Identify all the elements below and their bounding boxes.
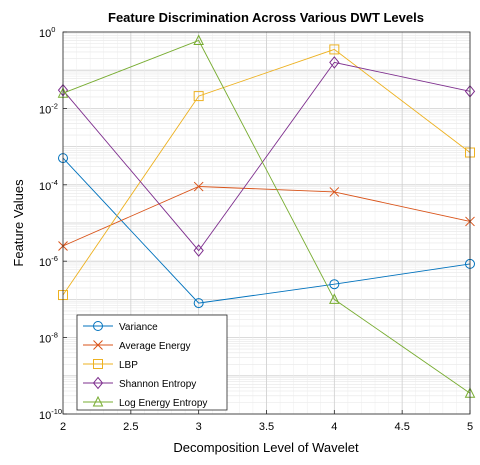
y-tick-exponent: -10 [51, 407, 62, 416]
data-point-circle [93, 321, 103, 331]
series-line [62, 61, 471, 252]
y-tick-base: 10 [39, 257, 51, 269]
data-point-diamond [92, 376, 104, 390]
y-tick-label: 10-8 [39, 331, 58, 346]
x-tick-label: 5 [467, 421, 473, 433]
data-point-triangle [193, 34, 204, 45]
legend: Variance Average Energy LBP Shannon Entropy… [76, 314, 228, 411]
data-point-triangle [329, 293, 340, 304]
y-tick-base: 10 [39, 104, 51, 116]
legend-label: Average Energy [119, 341, 191, 352]
data-point-diamond [329, 56, 340, 69]
y-tick-exponent: 0 [51, 25, 55, 34]
legend-label: Variance [119, 322, 158, 333]
data-point-x [93, 340, 103, 350]
data-point-x [329, 187, 340, 197]
data-point-triangle [92, 395, 104, 407]
series-line [62, 48, 471, 296]
chart-title: Feature Discrimination Across Various DW… [108, 10, 424, 25]
x-tick-label: 3 [196, 421, 202, 433]
data-point-circle [329, 279, 340, 290]
y-tick-label: 10-4 [39, 178, 58, 193]
series-line [62, 186, 471, 247]
data-point-square [329, 44, 340, 55]
x-tick-label: 4 [331, 421, 337, 433]
legend-label: Shannon Entropy [119, 379, 196, 390]
x-tick-label: 2 [60, 421, 66, 433]
y-axis-label: Feature Values [11, 179, 26, 267]
x-tick-label: 2.5 [123, 421, 138, 433]
y-tick-label: 100 [39, 25, 55, 40]
x-tick-label: 3.5 [259, 421, 274, 433]
y-tick-base: 10 [39, 410, 51, 422]
y-tick-base: 10 [39, 28, 51, 40]
data-point-x [193, 181, 204, 192]
x-tick-label: 4.5 [395, 421, 410, 433]
data-point-square [193, 91, 204, 102]
y-tick-label: 10-10 [39, 407, 62, 422]
y-tick-exponent: -2 [51, 101, 58, 110]
x-tick-labels: 2 2.5 3 3.5 4 4.5 5 [60, 410, 473, 433]
y-tick-exponent: -8 [51, 331, 58, 340]
y-tick-exponent: -6 [51, 254, 58, 263]
y-tick-label: 10-6 [39, 254, 58, 269]
y-tick-base: 10 [39, 181, 51, 193]
x-axis-label: Decomposition Level of Wavelet [173, 440, 359, 455]
data-point-circle [193, 298, 204, 309]
y-tick-label: 10-2 [39, 101, 58, 116]
data-point-diamond [193, 244, 204, 257]
series-line [62, 157, 471, 304]
y-tick-base: 10 [39, 334, 51, 346]
y-tick-exponent: -4 [51, 178, 58, 187]
legend-label: LBP [119, 360, 138, 371]
legend-label: Log Energy Entropy [119, 398, 207, 409]
data-point-square [93, 359, 103, 369]
series-line [62, 39, 471, 394]
